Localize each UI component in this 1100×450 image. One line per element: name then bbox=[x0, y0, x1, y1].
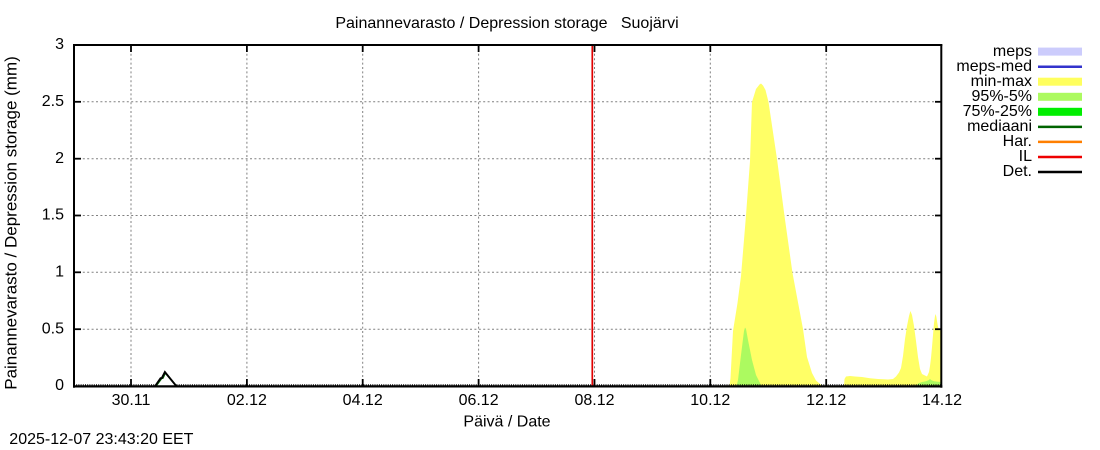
svg-text:12.12: 12.12 bbox=[806, 392, 846, 409]
svg-text:Har.: Har. bbox=[1003, 133, 1032, 150]
svg-text:0.5: 0.5 bbox=[42, 320, 64, 337]
svg-text:1: 1 bbox=[55, 264, 64, 281]
svg-text:02.12: 02.12 bbox=[227, 392, 267, 409]
svg-text:08.12: 08.12 bbox=[574, 392, 614, 409]
svg-text:95%-5%: 95%-5% bbox=[972, 88, 1032, 105]
svg-text:04.12: 04.12 bbox=[343, 392, 383, 409]
svg-text:06.12: 06.12 bbox=[459, 392, 499, 409]
svg-text:meps-med: meps-med bbox=[956, 58, 1032, 75]
svg-text:1.5: 1.5 bbox=[42, 207, 64, 224]
svg-text:30.11: 30.11 bbox=[112, 392, 151, 409]
svg-text:mediaani: mediaani bbox=[967, 118, 1032, 135]
svg-text:2: 2 bbox=[55, 150, 64, 167]
svg-text:75%-25%: 75%-25% bbox=[963, 103, 1032, 120]
svg-text:2025-12-07 23:43:20 EET: 2025-12-07 23:43:20 EET bbox=[9, 431, 193, 448]
svg-text:3: 3 bbox=[55, 36, 64, 53]
svg-text:Det.: Det. bbox=[1003, 163, 1032, 180]
svg-text:Painannevarasto / Depression s: Painannevarasto / Depression storage Suo… bbox=[335, 15, 678, 32]
svg-text:2.5: 2.5 bbox=[42, 93, 64, 110]
svg-text:min-max: min-max bbox=[971, 73, 1032, 90]
svg-text:14.12: 14.12 bbox=[922, 392, 962, 409]
svg-text:meps: meps bbox=[993, 43, 1032, 60]
svg-text:Päivä / Date: Päivä / Date bbox=[463, 414, 550, 431]
svg-text:IL: IL bbox=[1019, 148, 1032, 165]
svg-text:0: 0 bbox=[55, 377, 64, 394]
svg-text:10.12: 10.12 bbox=[690, 392, 730, 409]
svg-text:Painannevarasto / Depression s: Painannevarasto / Depression storage (mm… bbox=[2, 56, 21, 390]
